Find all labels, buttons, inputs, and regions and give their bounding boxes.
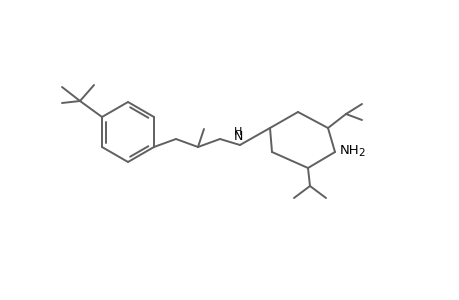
Text: H: H xyxy=(233,127,241,137)
Text: NH: NH xyxy=(339,143,359,157)
Text: N: N xyxy=(233,130,242,143)
Text: 2: 2 xyxy=(357,148,364,158)
